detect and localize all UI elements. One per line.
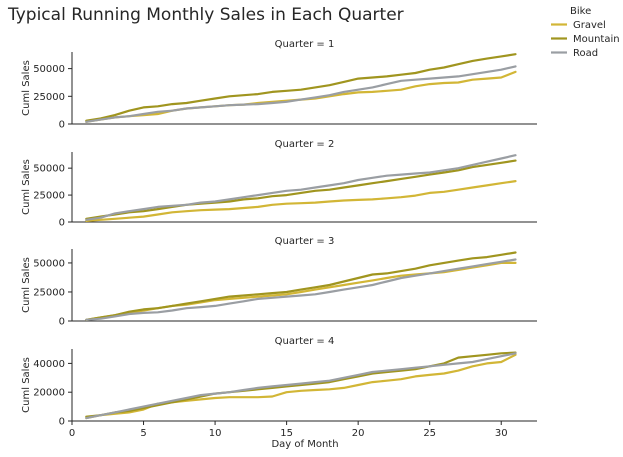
legend-item-gravel: Gravel <box>551 20 606 31</box>
series-line-road <box>85 154 517 221</box>
legend-label: Gravel <box>573 20 606 31</box>
x-tick-label: 10 <box>209 428 222 439</box>
y-tick-label: 40000 <box>33 359 65 370</box>
y-tick-label: 0 <box>59 417 65 428</box>
series-line-road <box>85 352 517 420</box>
y-axis-label: Cuml Sales <box>21 357 32 413</box>
y-tick-label: 25000 <box>33 287 65 298</box>
y-tick-label: 50000 <box>33 258 65 269</box>
y-tick-label: 20000 <box>33 388 65 399</box>
series-line-gravel <box>85 70 517 123</box>
chart-title: Typical Running Monthly Sales in Each Qu… <box>7 5 404 25</box>
series-line-mountain <box>85 251 517 321</box>
series-line-mountain <box>85 53 517 122</box>
facet-title: Quarter = 2 <box>275 139 335 150</box>
facet-title: Quarter = 1 <box>275 39 335 50</box>
x-axis-label: Day of Month <box>271 439 338 450</box>
y-tick-label: 0 <box>59 120 65 131</box>
x-tick-label: 30 <box>495 428 508 439</box>
legend-title: Bike <box>570 6 591 17</box>
legend-item-road: Road <box>551 48 598 59</box>
y-tick-label: 0 <box>59 218 65 229</box>
x-tick-label: 15 <box>280 428 293 439</box>
y-tick-label: 0 <box>59 317 65 328</box>
series-line-mountain <box>85 351 517 418</box>
y-tick-label: 25000 <box>33 92 65 103</box>
y-tick-label: 25000 <box>33 191 65 202</box>
x-tick-label: 25 <box>423 428 436 439</box>
x-tick-label: 0 <box>69 428 75 439</box>
facet-title: Quarter = 3 <box>275 236 335 247</box>
series-line-gravel <box>85 261 517 321</box>
legend: Bike Gravel Mountain Road <box>551 6 620 59</box>
series-line-gravel <box>85 180 517 222</box>
y-tick-label: 50000 <box>33 164 65 175</box>
y-axis-label: Cuml Sales <box>21 60 32 116</box>
y-tick-label: 50000 <box>33 64 65 75</box>
legend-item-mountain: Mountain <box>551 34 620 45</box>
series-line-road <box>85 65 517 123</box>
legend-label: Mountain <box>573 34 620 45</box>
legend-label: Road <box>573 48 598 59</box>
facet-title: Quarter = 4 <box>275 336 335 347</box>
y-axis-label: Cuml Sales <box>21 159 32 215</box>
x-tick-label: 20 <box>352 428 365 439</box>
x-tick-label: 5 <box>140 428 146 439</box>
series-line-mountain <box>85 159 517 220</box>
series-line-road <box>85 258 517 321</box>
y-axis-label: Cuml Sales <box>21 257 32 313</box>
